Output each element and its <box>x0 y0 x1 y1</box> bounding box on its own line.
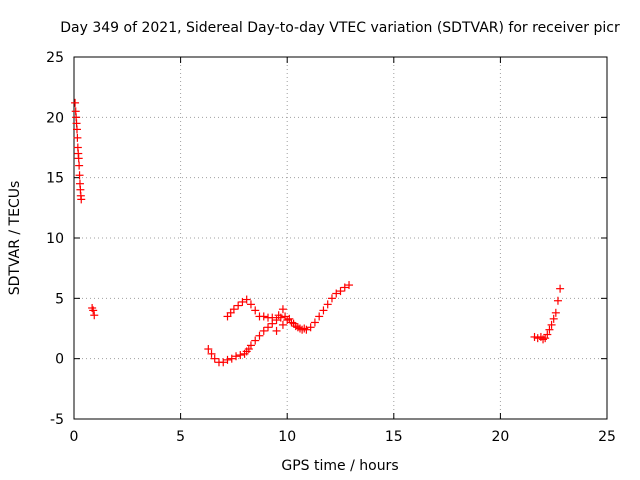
data-point <box>287 318 296 327</box>
x-tick-label: 20 <box>491 429 509 445</box>
data-point <box>323 300 332 309</box>
data-point <box>251 336 260 345</box>
data-point <box>246 300 255 309</box>
data-point <box>236 351 245 360</box>
data-point <box>549 314 558 323</box>
data-point <box>259 326 268 335</box>
y-tick-label: 5 <box>55 291 64 307</box>
grid-lines <box>74 57 607 419</box>
x-tick-label: 15 <box>385 429 403 445</box>
data-point <box>272 326 281 335</box>
data-point <box>306 323 315 332</box>
data-point <box>543 330 552 339</box>
data-point <box>300 324 309 333</box>
data-point <box>545 325 554 334</box>
data-point <box>315 312 324 321</box>
data-point <box>229 305 238 314</box>
data-point <box>71 98 80 107</box>
chart-title: Day 349 of 2021, Sidereal Day-to-day VTE… <box>60 20 620 36</box>
data-point <box>72 125 81 134</box>
data-point <box>332 289 341 298</box>
x-tick-label: 10 <box>278 429 296 445</box>
data-point <box>219 358 228 367</box>
data-point <box>553 296 562 305</box>
x-axis-label: GPS time / hours <box>281 458 398 474</box>
data-point <box>340 283 349 292</box>
data-point <box>336 287 345 296</box>
data-point <box>232 352 241 361</box>
y-tick-label: 25 <box>46 50 64 66</box>
data-point <box>90 311 99 320</box>
data-point <box>210 354 219 363</box>
data-point <box>227 354 236 363</box>
data-point <box>242 295 251 304</box>
data-point <box>327 294 336 303</box>
data-point <box>278 320 287 329</box>
data-point <box>75 161 84 170</box>
x-tick-label: 5 <box>176 429 185 445</box>
data-point <box>251 306 260 315</box>
data-point <box>75 171 84 180</box>
data-point <box>274 311 283 320</box>
data-point <box>551 308 560 317</box>
y-tick-label: 10 <box>46 231 64 247</box>
y-tick-label: -5 <box>50 412 64 428</box>
data-point <box>291 322 300 331</box>
data-point <box>272 316 281 325</box>
data-points <box>71 98 565 367</box>
data-point <box>234 301 243 310</box>
data-point <box>283 316 292 325</box>
x-tick-label: 25 <box>598 429 616 445</box>
data-point <box>268 313 277 322</box>
data-point <box>547 320 556 329</box>
data-point <box>264 323 273 332</box>
data-point <box>74 154 83 163</box>
data-point <box>89 306 98 315</box>
data-point <box>223 355 232 364</box>
y-tick-label: 0 <box>55 352 64 368</box>
y-axis-label: SDTVAR / TECUs <box>7 181 23 296</box>
data-point <box>77 195 86 204</box>
data-point <box>259 312 268 321</box>
x-tick-label: 0 <box>70 429 79 445</box>
data-point <box>319 306 328 315</box>
data-point <box>255 331 264 340</box>
axis-ticks: 0 5 10 15 20 25 -5 0 5 10 15 20 25 <box>46 50 616 445</box>
y-tick-label: 20 <box>46 110 64 126</box>
data-point <box>345 281 354 290</box>
data-point <box>73 133 82 142</box>
data-point <box>246 341 255 350</box>
data-point <box>310 318 319 327</box>
y-tick-label: 15 <box>46 171 64 187</box>
data-point <box>238 297 247 306</box>
data-point <box>204 345 213 354</box>
data-point <box>207 349 216 358</box>
data-point <box>556 284 565 293</box>
data-point <box>278 305 287 314</box>
